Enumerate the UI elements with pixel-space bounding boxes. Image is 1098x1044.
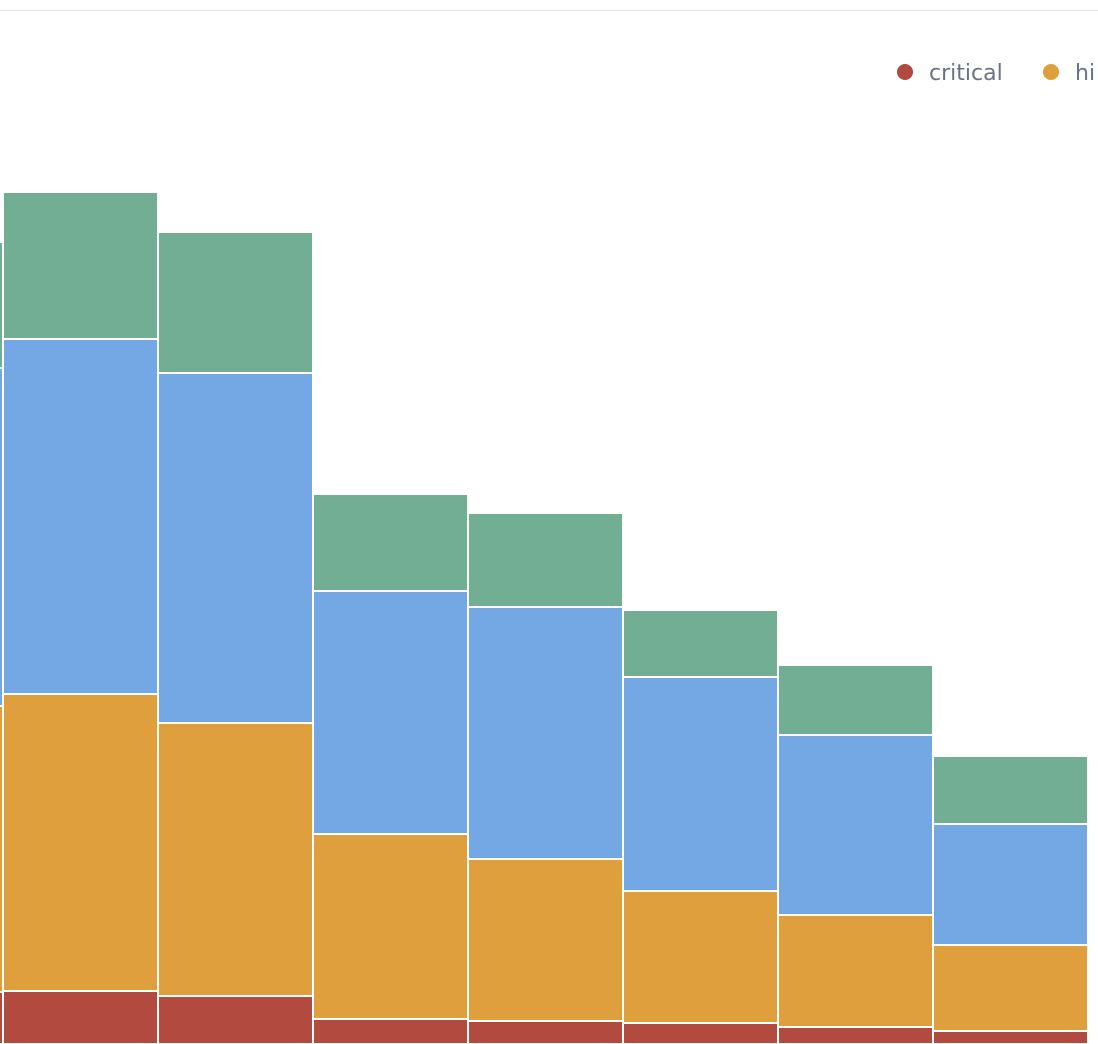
bar-2-high-segment[interactable] — [157, 722, 314, 997]
legend-swatch-critical — [897, 64, 913, 80]
bar-6-series-3-segment[interactable] — [777, 734, 934, 916]
bar-5-critical-segment[interactable] — [622, 1022, 779, 1044]
bar-7-series-3-segment[interactable] — [932, 823, 1089, 946]
bar-3-critical-segment[interactable] — [312, 1018, 469, 1044]
bar-1-high-segment[interactable] — [2, 693, 159, 992]
legend-item-high[interactable]: hi — [1043, 61, 1095, 86]
bar-5-series-4-segment[interactable] — [622, 609, 779, 678]
bar-7-series-4-segment[interactable] — [932, 755, 1089, 825]
bar-4-critical-segment[interactable] — [467, 1020, 624, 1044]
bar-4-series-4-segment[interactable] — [467, 512, 624, 608]
bar-1-series-3-segment[interactable] — [2, 338, 159, 695]
bar-4-high-segment[interactable] — [467, 858, 624, 1022]
bar-3-series-4-segment[interactable] — [312, 493, 469, 592]
bar-2-series-3-segment[interactable] — [157, 372, 314, 724]
legend-item-critical[interactable]: critical — [897, 61, 1003, 86]
bar-6-critical-segment[interactable] — [777, 1026, 934, 1044]
bar-7-critical-segment[interactable] — [932, 1030, 1089, 1044]
bar-2-critical-segment[interactable] — [157, 995, 314, 1044]
bar-3-series-3-segment[interactable] — [312, 590, 469, 835]
legend-label-critical: critical — [929, 61, 1003, 86]
bar-1-critical-segment[interactable] — [2, 990, 159, 1044]
bar-6-high-segment[interactable] — [777, 914, 934, 1028]
legend: critical hi — [897, 61, 1095, 86]
legend-label-high: hi — [1075, 61, 1095, 86]
panel-top-border — [0, 10, 1098, 11]
bar-6-series-4-segment[interactable] — [777, 664, 934, 736]
legend-swatch-high — [1043, 64, 1059, 80]
bar-5-high-segment[interactable] — [622, 890, 779, 1024]
bar-5-series-3-segment[interactable] — [622, 676, 779, 892]
bar-7-high-segment[interactable] — [932, 944, 1089, 1032]
bar-4-series-3-segment[interactable] — [467, 606, 624, 860]
bar-1-series-4-segment[interactable] — [2, 191, 159, 340]
bar-3-high-segment[interactable] — [312, 833, 469, 1020]
bars-layer — [0, 191, 1089, 1044]
bar-2-series-4-segment[interactable] — [157, 231, 314, 374]
